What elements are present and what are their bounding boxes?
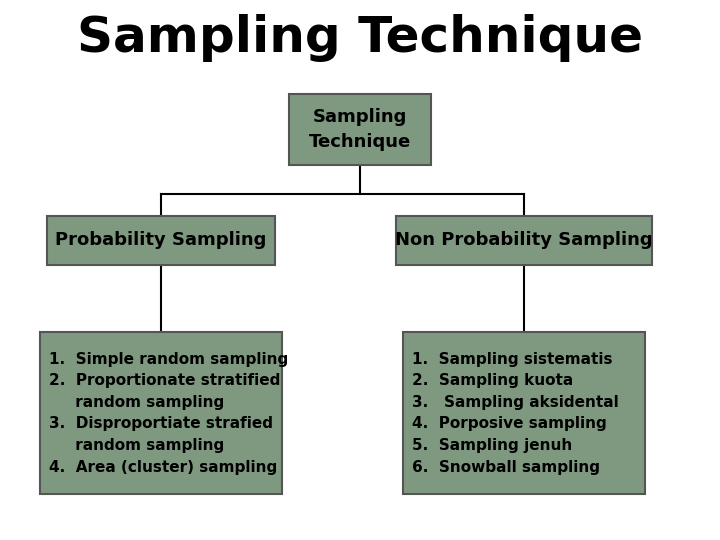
Text: Probability Sampling: Probability Sampling (55, 231, 266, 249)
Text: Sampling Technique: Sampling Technique (77, 14, 643, 62)
FancyBboxPatch shape (402, 332, 645, 494)
Text: Non Probability Sampling: Non Probability Sampling (395, 231, 652, 249)
FancyBboxPatch shape (40, 332, 282, 494)
Text: 1.  Sampling sistematis
2.  Sampling kuota
3.   Sampling aksidental
4.  Porposiv: 1. Sampling sistematis 2. Sampling kuota… (412, 352, 618, 475)
FancyBboxPatch shape (395, 216, 652, 265)
Text: Sampling
Technique: Sampling Technique (309, 108, 411, 151)
Text: 1.  Simple random sampling
2.  Proportionate stratified
     random sampling
3. : 1. Simple random sampling 2. Proportiona… (49, 352, 288, 475)
FancyBboxPatch shape (289, 94, 431, 165)
FancyBboxPatch shape (47, 216, 274, 265)
